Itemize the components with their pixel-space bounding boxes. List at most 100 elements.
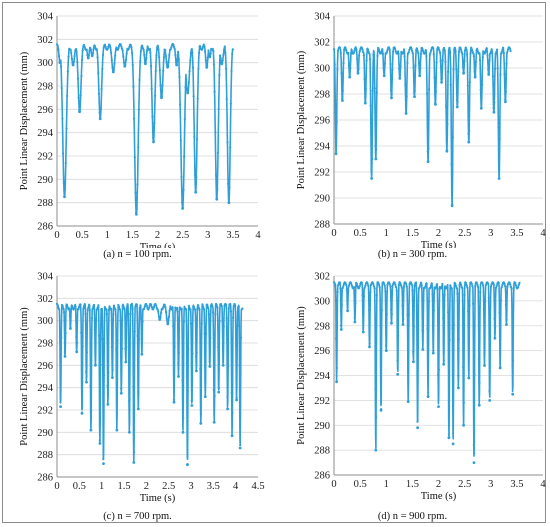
point-a-68: [101, 53, 105, 57]
point-d-235: [500, 286, 503, 289]
point-d-178: [459, 283, 463, 286]
point-c-194: [194, 308, 197, 311]
point-a-86: [114, 54, 117, 57]
dip-point-c-30: [212, 420, 216, 424]
point-a-188: [183, 155, 186, 158]
point-c-3: [58, 308, 61, 311]
dip-point-b-17: [450, 204, 454, 208]
dip-point-b-11: [413, 95, 416, 98]
xtick-b-2: 2: [436, 228, 441, 239]
point-b-5: [336, 68, 339, 71]
point-c-151: [163, 303, 166, 306]
dip-point-a-18: [205, 65, 209, 69]
chart-a-svg: 286 288 290 292 294 296 298 300 302 304 0 0.5 1 1.5 2 2…: [19, 12, 261, 249]
point-a-245: [221, 59, 224, 62]
point-b-26: [350, 48, 353, 52]
point-a-151: [158, 56, 161, 59]
point-c-139: [155, 304, 158, 307]
point-b-163: [443, 49, 446, 52]
point-d-158: [445, 286, 448, 289]
point-c-249: [233, 302, 236, 306]
point-a-140: [150, 87, 153, 90]
point-c-66: [103, 374, 106, 377]
point-d-123: [420, 284, 423, 287]
point-c-260: [241, 307, 244, 310]
point-c-192: [192, 305, 195, 309]
xtick-a-3.5: 3.5: [226, 230, 239, 241]
point-d-80: [390, 308, 393, 311]
point-a-160: [164, 49, 167, 52]
point-d-81: [390, 313, 393, 316]
dip-point-a-7: [111, 70, 115, 74]
dip-point-c-14: [124, 360, 128, 364]
point-a-99: [122, 61, 126, 64]
point-a-200: [191, 51, 194, 54]
point-c-226: [217, 345, 220, 349]
dip-point-b-1: [341, 99, 344, 102]
point-c-11: [63, 350, 66, 354]
point-b-165: [445, 105, 448, 108]
x-axis-label-b: Time (s): [421, 240, 457, 248]
xtick-b-2.5: 2.5: [458, 228, 471, 239]
point-d-175: [457, 338, 460, 341]
point-a-149: [156, 44, 159, 47]
point-c-215: [209, 336, 212, 339]
point-c-61: [99, 363, 102, 366]
point-c-34: [80, 331, 83, 334]
point-c-177: [182, 416, 185, 419]
point-b-169: [447, 49, 450, 52]
point-d-151: [440, 285, 443, 288]
point-d-205: [479, 291, 482, 294]
point-a-9: [62, 152, 65, 155]
point-a-36: [80, 74, 83, 78]
point-b-104: [403, 55, 406, 58]
ytick-b-300: 300: [314, 64, 330, 75]
dip-point-a-21: [220, 62, 224, 66]
point-c-36: [81, 345, 84, 348]
point-b-107: [405, 95, 408, 98]
point-a-231: [212, 49, 215, 53]
point-c-209: [204, 332, 208, 335]
y-axis-label-d: Point Linear Displacement (mm): [296, 306, 307, 445]
point-d-219: [489, 338, 492, 341]
point-d-196: [472, 443, 475, 447]
point-a-183: [179, 139, 182, 142]
point-b-259: [508, 47, 511, 50]
point-b-91: [394, 50, 397, 53]
point-d-139: [432, 349, 435, 352]
point-c-33: [79, 303, 82, 306]
point-b-203: [470, 48, 473, 51]
point-d-105: [407, 313, 410, 316]
point-d-42: [362, 295, 366, 298]
dip-point-c-2: [69, 327, 72, 330]
dip-point-d-10: [396, 372, 400, 376]
point-d-177: [459, 281, 462, 284]
point-c-241: [227, 307, 230, 310]
point-a-25: [72, 60, 75, 63]
point-c-253: [236, 324, 239, 327]
point-b-143: [430, 49, 433, 52]
point-c-98: [125, 307, 128, 310]
point-a-180: [177, 58, 180, 61]
point-b-12: [341, 97, 344, 100]
point-b-179: [454, 50, 457, 53]
point-a-134: [146, 45, 149, 48]
point-a-182: [179, 103, 182, 106]
point-c-80: [112, 304, 116, 307]
point-b-211: [476, 48, 479, 51]
dip-point-d-32: [511, 392, 515, 396]
point-c-200: [198, 308, 201, 311]
point-b-56: [370, 158, 374, 161]
point-d-70: [382, 282, 385, 285]
xtick-c-2: 2: [144, 481, 149, 492]
point-d-244: [507, 283, 510, 286]
point-b-34: [356, 57, 359, 60]
point-c-122: [142, 307, 146, 311]
point-d-85: [393, 281, 396, 284]
point-c-171: [177, 351, 180, 354]
point-c-157: [167, 316, 170, 319]
point-c-159: [169, 305, 172, 308]
point-d-90: [397, 334, 400, 337]
point-d-170: [454, 282, 457, 285]
point-d-64: [378, 286, 381, 289]
